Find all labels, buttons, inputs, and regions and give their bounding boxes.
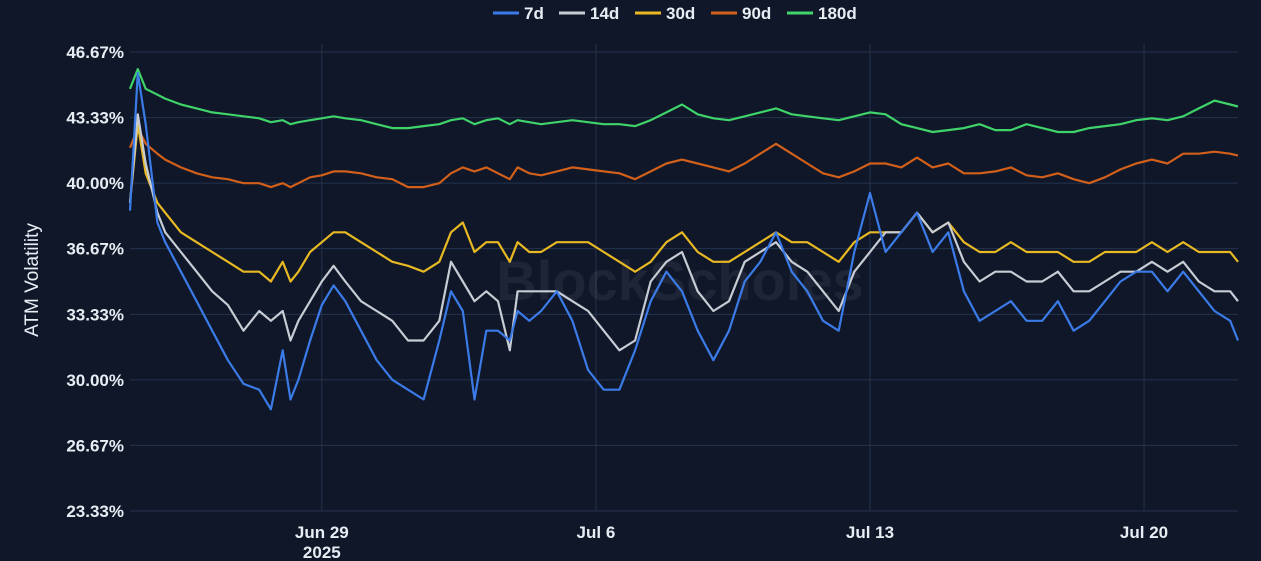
legend-item-180d[interactable]: 180d [787, 4, 857, 23]
y-tick-label: 43.33% [66, 109, 124, 128]
x-tick-year-label: 2025 [303, 543, 341, 561]
watermark: BlockScholes [496, 249, 863, 312]
series-line-14d [128, 113, 1239, 352]
legend-item-30d[interactable]: 30d [635, 4, 695, 23]
y-axis-label: ATM Volatility [22, 223, 43, 337]
y-tick-label: 36.67% [66, 240, 124, 259]
y-tick-label: 33.33% [66, 305, 124, 324]
series-line-180d [128, 68, 1239, 134]
series-line-7d [128, 71, 1240, 411]
series-line-30d [128, 123, 1239, 283]
legend-label: 7d [524, 4, 544, 23]
x-tick-label: Jul 13 [846, 523, 894, 542]
axes: 46.67% 43.33% 40.00% 36.67% 33.33% 30.00% 26.6… [66, 43, 1168, 561]
series-line-90d [128, 127, 1239, 189]
x-tick-label: Jul 20 [1120, 523, 1168, 542]
legend-label: 30d [666, 4, 695, 23]
y-tick-label: 23.33% [66, 502, 124, 521]
series-lines [128, 68, 1240, 411]
legend-label: 14d [590, 4, 619, 23]
legend-item-7d[interactable]: 7d [493, 4, 544, 23]
y-tick-label: 40.00% [66, 174, 124, 193]
legend[interactable]: 7d 14d 30d 90d 180d [493, 4, 857, 23]
legend-label: 90d [742, 4, 771, 23]
x-tick-label: Jun 29 [295, 523, 349, 542]
y-tick-label: 46.67% [66, 43, 124, 62]
y-tick-label: 30.00% [66, 371, 124, 390]
legend-item-90d[interactable]: 90d [711, 4, 771, 23]
legend-item-14d[interactable]: 14d [559, 4, 619, 23]
y-tick-label: 26.67% [66, 436, 124, 455]
legend-label: 180d [818, 4, 857, 23]
x-tick-label: Jul 6 [577, 523, 616, 542]
